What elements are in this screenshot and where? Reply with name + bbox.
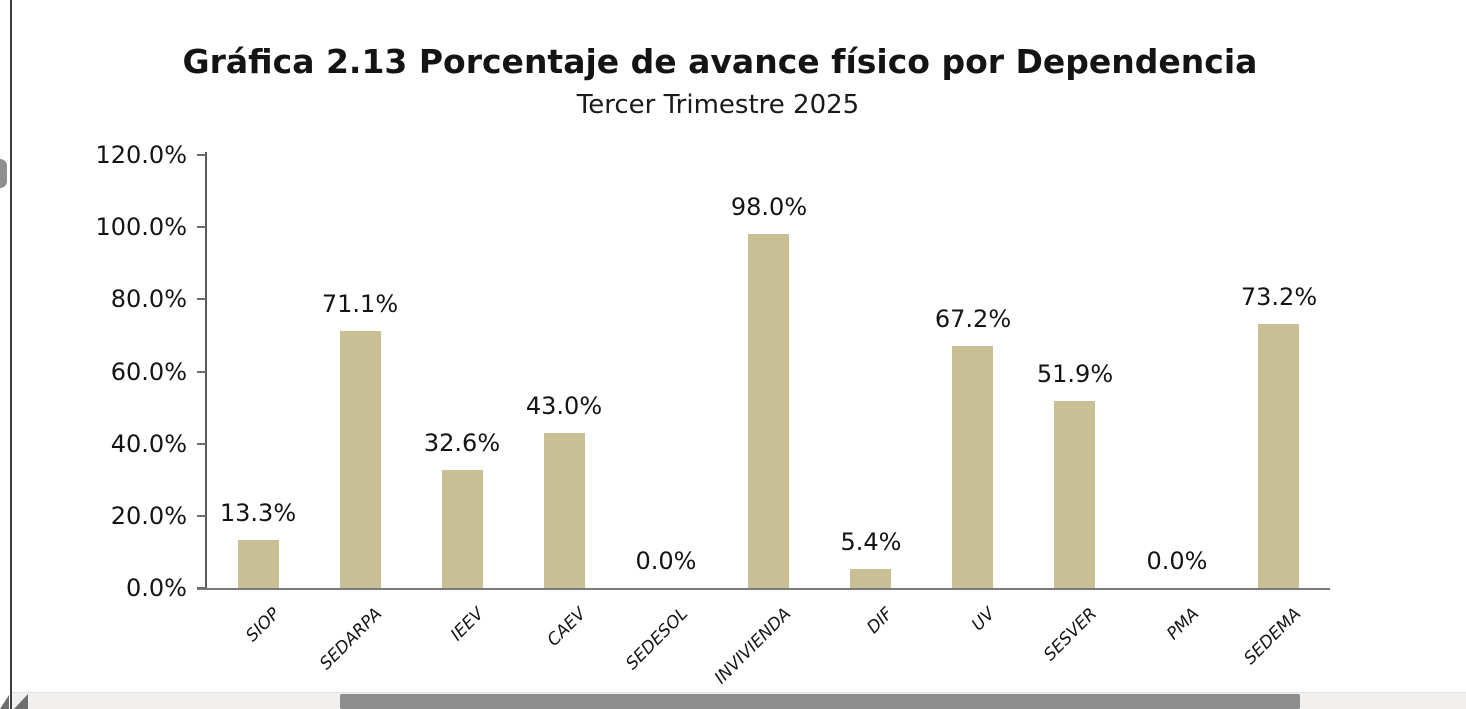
page-edge-divider <box>10 0 12 709</box>
bar-uv <box>952 346 993 588</box>
bar-caev <box>544 433 585 588</box>
bar-siop <box>238 540 279 588</box>
bar-sedarpa <box>340 331 381 588</box>
bar-value-label: 67.2% <box>934 305 1012 333</box>
y-axis-tick <box>197 154 206 156</box>
x-axis-category-label: PMA <box>1163 604 1204 644</box>
y-axis-tick-label: 40.0% <box>110 429 187 458</box>
chart-title: Gráfica 2.13 Porcentaje de avance físico… <box>182 42 1258 81</box>
x-axis-line <box>197 588 1330 590</box>
bar-dif <box>850 569 891 588</box>
bar-value-label: 32.6% <box>423 429 501 457</box>
y-axis-tick <box>197 514 206 517</box>
y-axis-tick <box>197 442 206 445</box>
x-axis-category-label: SEDARPA <box>316 604 387 675</box>
bar-value-label: 5.4% <box>840 528 902 556</box>
y-axis-tick-label: 60.0% <box>110 357 187 386</box>
y-axis-tick-label: 20.0% <box>110 501 187 530</box>
x-axis-category-label: IEEV <box>447 604 489 646</box>
x-axis-category-label: CAEV <box>543 604 591 651</box>
bar-value-label: 73.2% <box>1240 283 1318 311</box>
y-axis-tick-label: 0.0% <box>126 574 187 602</box>
horizontal-scrollbar-thumb[interactable] <box>340 694 1300 709</box>
bar-value-label: 98.0% <box>730 193 808 221</box>
x-axis-category-label: DIF <box>863 604 898 638</box>
bar-value-label: 13.3% <box>219 499 297 527</box>
y-axis-tick <box>197 587 206 589</box>
bar-sedema <box>1258 324 1299 588</box>
x-axis-category-label: SEDESOL <box>622 604 693 675</box>
x-axis-category-label: UV <box>967 604 1000 636</box>
bar-value-label: 0.0% <box>1146 547 1208 575</box>
bar-value-label: 51.9% <box>1036 360 1114 388</box>
x-axis-category-label: SESVER <box>1039 604 1102 666</box>
y-axis-tick-label: 120.0% <box>95 141 187 169</box>
y-axis-tick <box>197 298 206 301</box>
bar-invivienda <box>748 234 789 588</box>
y-axis-tick <box>197 226 206 229</box>
y-axis-tick-label: 80.0% <box>110 285 187 314</box>
bar-sesver <box>1054 401 1095 588</box>
y-axis-tick-label: 100.0% <box>95 213 187 242</box>
bar-ieev <box>442 470 483 588</box>
y-axis-tick <box>197 370 206 373</box>
y-axis-line <box>205 152 207 590</box>
x-axis-category-label: INVIVIENDA <box>710 604 796 689</box>
scroll-left-corner-icon <box>0 695 9 709</box>
chart-subtitle: Tercer Trimestre 2025 <box>576 90 860 120</box>
bar-value-label: 0.0% <box>635 547 697 575</box>
x-axis-category-label: SEDEMA <box>1240 604 1306 669</box>
bar-value-label: 71.1% <box>321 290 399 318</box>
side-scroll-handle[interactable] <box>0 159 7 188</box>
x-axis-category-label: SIOP <box>242 604 285 647</box>
bar-value-label: 43.0% <box>525 392 603 420</box>
